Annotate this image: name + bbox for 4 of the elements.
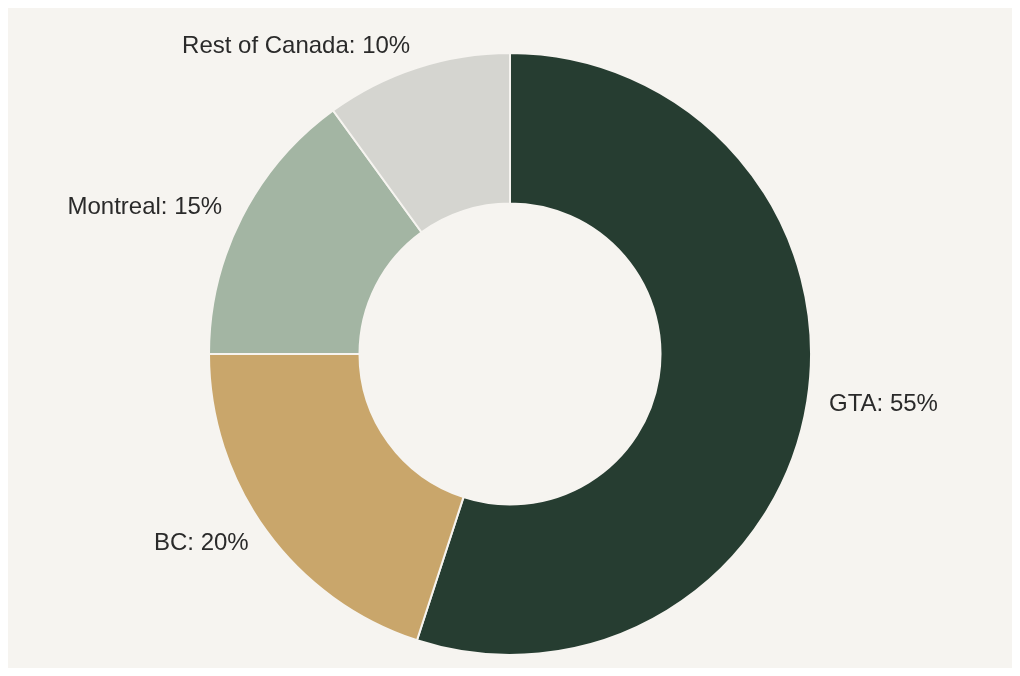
slice-label: Montreal: 15% [67,191,223,219]
slice-label: BC: 20% [153,528,249,556]
slice-label: GTA: 55% [829,389,938,417]
slice-label: Rest of Canada: 10% [182,31,411,59]
